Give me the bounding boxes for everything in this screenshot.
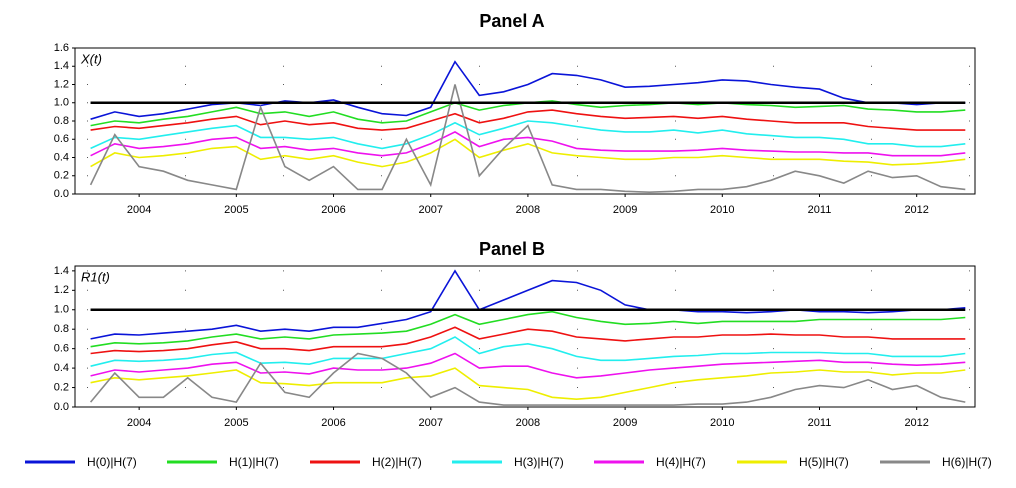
series-line (90, 138, 966, 168)
series-line (90, 326, 966, 355)
y-tick-label: 1.4 (54, 265, 69, 277)
y-tick-label: 0.6 (54, 343, 69, 355)
x-tick-label: 2011 (808, 204, 832, 216)
series-line (90, 120, 966, 150)
legend-label: H(0)|H(7) (87, 455, 137, 469)
series-line (90, 269, 966, 340)
legend-label: H(5)|H(7) (799, 455, 849, 469)
x-tick-label: 2007 (418, 204, 442, 216)
legend-label: H(6)|H(7) (942, 455, 992, 469)
y-tick-label: 1.0 (54, 304, 69, 316)
y-tick-label: 1.6 (54, 42, 69, 54)
y-axis-label: R1(t) (81, 269, 110, 284)
series-line (90, 130, 966, 157)
series-line (90, 310, 966, 348)
x-tick-label: 2004 (127, 204, 151, 216)
series-line (90, 109, 966, 131)
series-line (89, 84, 966, 194)
y-tick-label: 1.2 (54, 78, 69, 90)
y-tick-label: 0.4 (54, 151, 69, 163)
y-tick-label: 0.0 (54, 188, 69, 200)
legend-label: H(2)|H(7) (372, 455, 422, 469)
x-tick-label: 2009 (613, 204, 637, 216)
y-tick-label: 0.0 (54, 401, 69, 413)
legend-label: H(3)|H(7) (514, 455, 564, 469)
series-line (90, 367, 966, 401)
x-tick-label: 2010 (710, 417, 734, 429)
panel-title: Panel B (479, 239, 545, 259)
x-tick-label: 2004 (127, 417, 151, 429)
y-tick-label: 0.2 (54, 170, 69, 182)
x-tick-label: 2007 (418, 417, 442, 429)
x-tick-label: 2008 (516, 417, 540, 429)
y-tick-label: 1.0 (54, 97, 69, 109)
panel-title: Panel A (479, 11, 544, 31)
x-tick-label: 2011 (808, 417, 832, 429)
series-line (90, 336, 966, 367)
x-tick-label: 2010 (710, 204, 734, 216)
x-tick-label: 2009 (613, 417, 637, 429)
x-tick-label: 2005 (224, 417, 248, 429)
y-tick-label: 1.4 (54, 60, 69, 72)
x-tick-label: 2012 (904, 417, 928, 429)
y-tick-label: 0.2 (54, 381, 69, 393)
legend-label: H(4)|H(7) (656, 455, 706, 469)
x-tick-label: 2012 (904, 204, 928, 216)
x-tick-label: 2006 (321, 204, 345, 216)
y-tick-label: 0.8 (54, 115, 69, 127)
y-axis-label: X(t) (80, 51, 102, 66)
x-tick-label: 2005 (224, 204, 248, 216)
legend-label: H(1)|H(7) (229, 455, 279, 469)
series-line (90, 352, 966, 379)
plot-frame (74, 265, 976, 408)
plot-frame (74, 47, 976, 195)
y-tick-label: 0.6 (54, 133, 69, 145)
x-tick-label: 2008 (516, 204, 540, 216)
series-line (89, 352, 966, 406)
y-tick-label: 0.4 (54, 362, 69, 374)
y-tick-label: 0.8 (54, 323, 69, 335)
x-tick-label: 2006 (321, 417, 345, 429)
y-tick-label: 1.2 (54, 284, 69, 296)
